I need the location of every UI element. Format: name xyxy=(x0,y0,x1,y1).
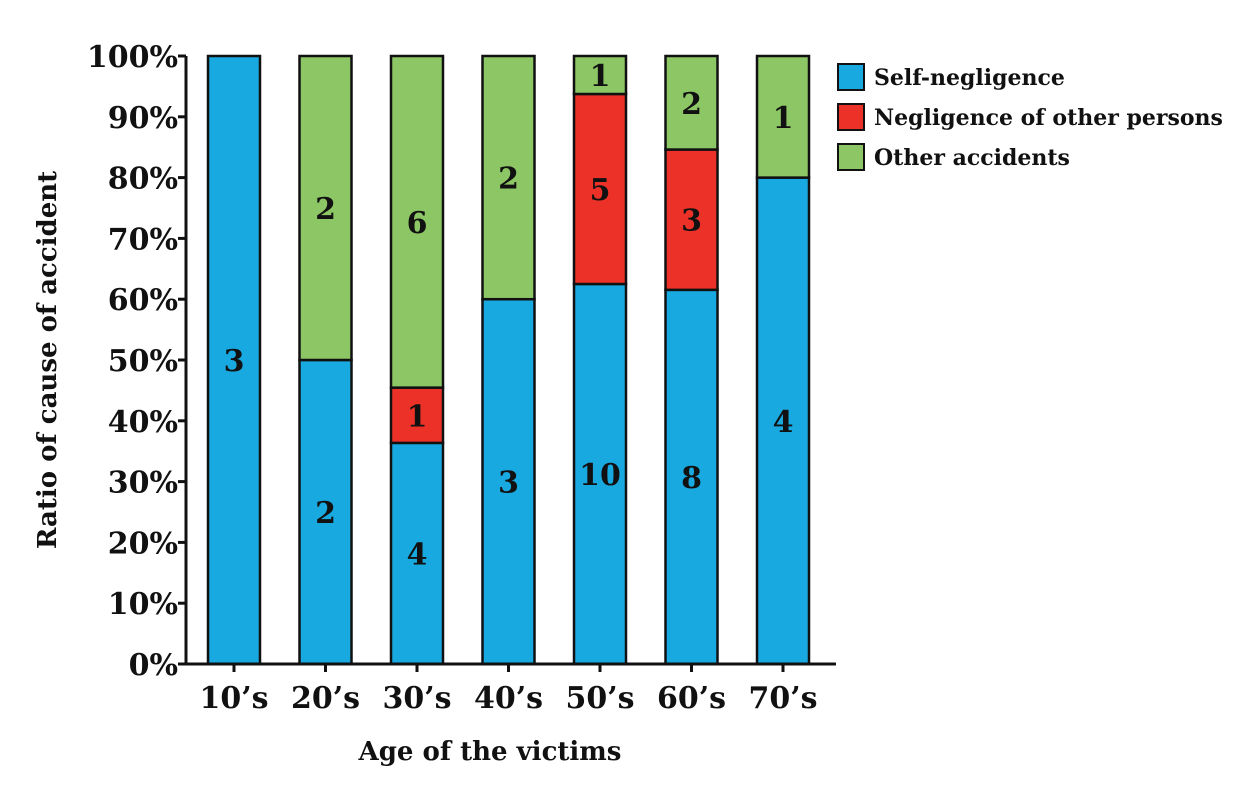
bar-segment xyxy=(206,54,262,666)
x-tick-label: 50’s xyxy=(565,681,634,716)
bar-segment xyxy=(481,54,536,301)
y-tick-label: 10% xyxy=(108,587,178,622)
bar-value-label: 2 xyxy=(681,87,702,122)
bar-value-label: 10 xyxy=(579,458,621,493)
x-tick-label: 70’s xyxy=(748,681,817,716)
bar-segment xyxy=(389,441,445,666)
legend-swatch xyxy=(837,103,865,131)
y-tick-label: 20% xyxy=(108,526,178,561)
bar-value-label: 2 xyxy=(315,496,336,531)
bar-value-label: 3 xyxy=(498,466,519,501)
bar-value-label: 6 xyxy=(407,206,428,241)
bar-value-label: 3 xyxy=(681,204,702,239)
bar-segment xyxy=(664,148,719,292)
y-tick-label: 100% xyxy=(87,40,178,75)
bar-segment xyxy=(389,54,445,389)
bar-segment xyxy=(572,92,628,286)
x-tick-label: 20’s xyxy=(291,681,360,716)
bar-value-label: 4 xyxy=(773,405,794,440)
bar-value-label: 8 xyxy=(681,461,702,496)
bar-segment xyxy=(572,54,628,96)
bar-value-label: 1 xyxy=(407,399,428,434)
y-tick-label: 80% xyxy=(108,162,178,197)
x-tick-label: 10’s xyxy=(199,681,268,716)
legend-swatch xyxy=(837,63,865,91)
bar-value-label: 3 xyxy=(224,344,245,379)
bar-value-label: 5 xyxy=(590,173,611,208)
y-tick-label: 40% xyxy=(108,405,178,440)
y-tick-label: 50% xyxy=(108,344,178,379)
bar-value-label: 4 xyxy=(407,537,428,572)
bar-segment xyxy=(664,288,719,666)
legend-label: Other accidents xyxy=(874,145,1070,171)
bar-value-label: 1 xyxy=(773,101,794,136)
bars-layer: 3 2 2 4 1 6 3 2 10 5 1 8 3 2 4 1 xyxy=(206,54,811,666)
y-tick-label: 90% xyxy=(108,101,178,136)
legend-label: Self-negligence xyxy=(874,65,1065,91)
bar-segment xyxy=(298,54,353,362)
x-tick-label: 40’s xyxy=(474,681,543,716)
legend: Self-negligence Negligence of other perso… xyxy=(837,63,1223,171)
y-tick-label: 70% xyxy=(108,222,178,257)
y-axis-title: Ratio of cause of accident xyxy=(33,171,63,549)
bar-segment xyxy=(298,358,353,666)
bar-value-label: 2 xyxy=(498,162,519,197)
bar-segment xyxy=(664,54,719,151)
bar-value-label: 1 xyxy=(590,59,611,94)
legend-label: Negligence of other persons xyxy=(874,105,1223,131)
bar-segment xyxy=(755,54,811,179)
x-tick-label: 60’s xyxy=(657,681,726,716)
x-axis-title: Age of the victims xyxy=(358,737,622,767)
y-tick-label: 60% xyxy=(108,283,178,318)
x-tick-label: 30’s xyxy=(382,681,451,716)
y-tick-label: 30% xyxy=(108,466,178,501)
ticks-layer: 0% 10% 20% 30% 40% 50% 60% 70% 80% 90% 100% 10’s 20’… xyxy=(87,40,818,716)
y-tick-label: 0% xyxy=(129,648,178,683)
bar-value-label: 2 xyxy=(315,192,336,227)
legend-swatch xyxy=(837,143,865,171)
